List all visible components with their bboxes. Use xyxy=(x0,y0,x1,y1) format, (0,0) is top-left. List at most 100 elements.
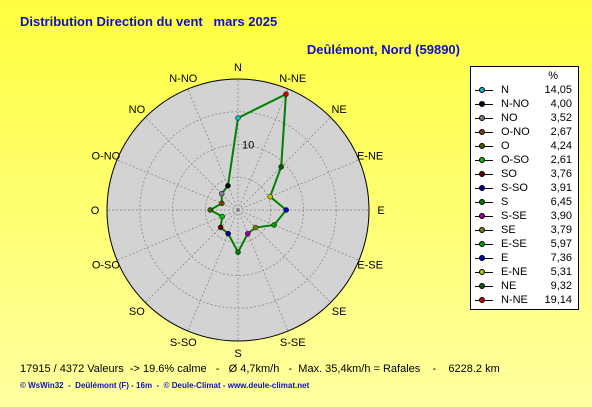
legend-item-n-no: N-NO 4,00 xyxy=(471,98,578,112)
legend-item-se: SE 3,79 xyxy=(471,224,578,238)
legend-marker xyxy=(479,283,485,289)
legend-label: N xyxy=(501,84,509,96)
polar-spoke-ne xyxy=(237,117,331,211)
legend-marker xyxy=(479,129,485,135)
direction-label-n-no: N-NO xyxy=(169,73,198,85)
data-point-s xyxy=(235,249,241,255)
legend-marker xyxy=(479,143,485,149)
legend-marker xyxy=(479,227,485,233)
direction-label-s-se: S-SE xyxy=(280,337,306,349)
legend-item-n: N 14,05 xyxy=(471,84,578,98)
legend-item-s: S 6,45 xyxy=(471,196,578,210)
data-point-n xyxy=(235,115,241,121)
legend-marker xyxy=(479,241,485,247)
legend-label: E-SE xyxy=(501,238,527,250)
legend: % N 14,05 N-NO 4,00 NO 3,52 O-NO 2,67 O 4,24 O-SO 2… xyxy=(470,66,579,310)
legend-label: SE xyxy=(501,224,516,236)
chart-subtitle: Deûlémont, Nord (59890) xyxy=(306,42,460,57)
direction-label-ne: NE xyxy=(331,104,346,116)
direction-label-e: E xyxy=(377,205,384,217)
copyright-footer: © WsWin32 - Deûlémont (F) - 16m - © Deul… xyxy=(20,381,310,390)
legend-marker xyxy=(479,297,485,303)
direction-label-n: N xyxy=(234,62,242,74)
polar-spoke-so xyxy=(145,209,239,303)
legend-label: S xyxy=(501,196,509,208)
legend-marker xyxy=(479,115,485,121)
direction-label-o: O xyxy=(91,205,100,217)
legend-value: 19,14 xyxy=(544,294,572,306)
data-point-n-no xyxy=(225,183,231,189)
data-point-s-so xyxy=(225,230,231,237)
legend-value: 2,61 xyxy=(550,154,572,166)
data-point-e-se xyxy=(271,222,277,228)
legend-value: 3,91 xyxy=(550,182,572,194)
legend-value: 3,76 xyxy=(550,168,572,180)
legend-value: 4,24 xyxy=(550,140,572,152)
direction-label-s-so: S-SO xyxy=(170,337,197,349)
direction-label-no: NO xyxy=(129,104,146,116)
legend-label: N-NO xyxy=(501,98,530,110)
data-point-o-no xyxy=(219,200,225,207)
data-point-se xyxy=(252,224,259,231)
legend-label: S-SO xyxy=(501,182,528,194)
data-point-n-ne xyxy=(283,91,289,97)
legend-label: E xyxy=(501,252,509,264)
legend-label: NE xyxy=(501,280,517,292)
data-point-o-so xyxy=(219,213,225,220)
legend-label: N-NE xyxy=(501,294,528,306)
polar-spoke-s-so xyxy=(187,209,239,332)
legend-item-s-so: S-SO 3,91 xyxy=(471,182,578,196)
direction-label-o-so: O-SO xyxy=(92,260,121,272)
legend-marker xyxy=(479,269,485,275)
legend-value: 4,00 xyxy=(550,98,572,110)
legend-item-e-se: E-SE 5,97 xyxy=(471,238,578,252)
direction-label-so: SO xyxy=(129,306,145,318)
legend-label: NO xyxy=(501,112,518,124)
legend-value: 5,97 xyxy=(550,238,572,250)
chart-title: Distribution Direction du vent mars 2025 xyxy=(20,14,278,29)
legend-label: O xyxy=(501,140,510,152)
polar-spoke-s-se xyxy=(237,209,289,332)
direction-label-se: SE xyxy=(332,306,347,318)
legend-marker xyxy=(479,87,485,93)
legend-value: 7,36 xyxy=(550,252,572,264)
legend-item-e: E 7,36 xyxy=(471,252,578,266)
polar-spoke-n-no xyxy=(187,88,239,211)
legend-item-e-ne: E-NE 5,31 xyxy=(471,266,578,280)
polar-ring-3 xyxy=(139,111,337,309)
polar-spoke-n-ne xyxy=(237,88,289,211)
data-point-e-ne xyxy=(267,193,273,200)
legend-value: 3,90 xyxy=(550,210,572,222)
direction-label-e-se: E-SE xyxy=(357,260,383,272)
legend-item-o: O 4,24 xyxy=(471,140,578,154)
legend-value: 6,45 xyxy=(550,196,572,208)
ring-tick-label: 10 xyxy=(242,140,254,152)
polar-spoke-o-no xyxy=(116,159,239,211)
legend-marker xyxy=(479,101,485,107)
direction-label-o-no: O-NO xyxy=(92,150,121,162)
data-point-so xyxy=(217,224,224,231)
legend-value: 3,79 xyxy=(550,224,572,236)
legend-value: 2,67 xyxy=(550,126,572,138)
legend-label: O-NO xyxy=(501,126,530,138)
legend-item-o-no: O-NO 2,67 xyxy=(471,126,578,140)
legend-value: 9,32 xyxy=(550,280,572,292)
legend-value: 3,52 xyxy=(550,112,572,124)
legend-marker xyxy=(479,157,485,163)
polar-spoke-e-ne xyxy=(237,159,360,211)
legend-item-so: SO 3,76 xyxy=(471,168,578,182)
legend-item-no: NO 3,52 xyxy=(471,112,578,126)
data-point-ne xyxy=(278,164,284,170)
data-point-no xyxy=(218,190,225,197)
legend-marker xyxy=(479,199,485,205)
legend-marker xyxy=(479,213,485,219)
polar-spoke-o-so xyxy=(116,209,239,261)
direction-label-e-ne: E-NE xyxy=(357,150,383,162)
data-point-e xyxy=(283,207,289,213)
legend-label: S-SE xyxy=(501,210,527,222)
legend-unit: % xyxy=(548,70,558,82)
legend-item-n-ne: N-NE 19,14 xyxy=(471,294,578,308)
direction-label-s: S xyxy=(234,348,241,360)
legend-item-ne: NE 9,32 xyxy=(471,280,578,294)
